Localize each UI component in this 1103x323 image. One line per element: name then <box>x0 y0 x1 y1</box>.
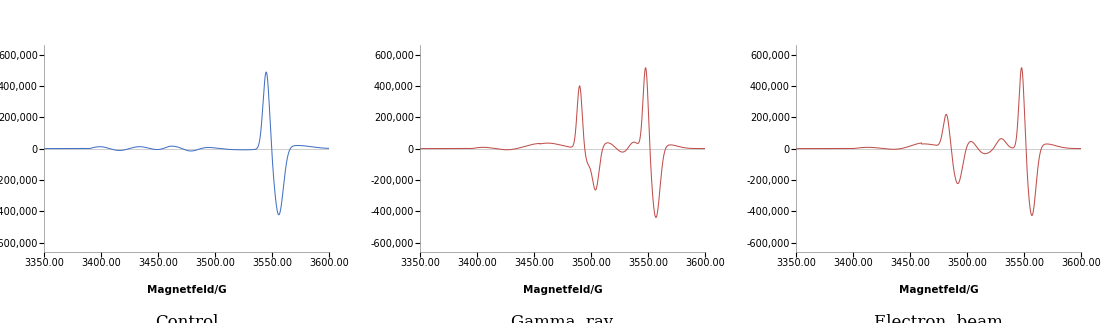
Text: Electron  beam: Electron beam <box>875 314 1003 323</box>
Text: Magnetfeld/G: Magnetfeld/G <box>523 285 602 295</box>
Text: Control: Control <box>154 314 218 323</box>
Text: Magnetfeld/G: Magnetfeld/G <box>147 285 226 295</box>
Text: Gamma  ray: Gamma ray <box>512 314 613 323</box>
Text: Magnetfeld/G: Magnetfeld/G <box>899 285 978 295</box>
